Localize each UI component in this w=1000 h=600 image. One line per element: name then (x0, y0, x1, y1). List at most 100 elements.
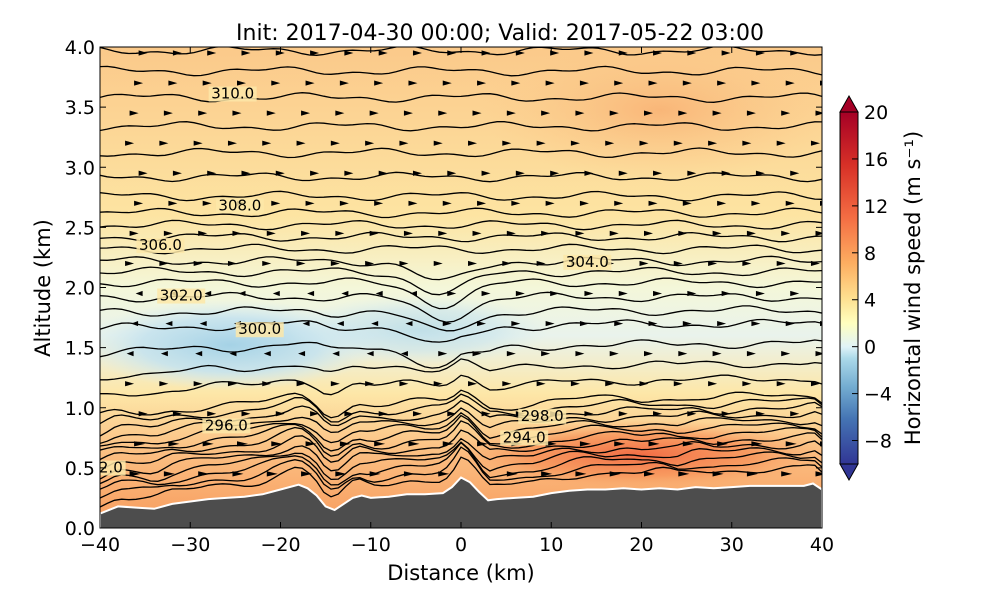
wind-vector (232, 110, 242, 116)
wind-vector (712, 110, 722, 116)
wind-vector (751, 441, 763, 447)
wind-vector (682, 441, 694, 447)
wind-vector (296, 381, 306, 387)
wind-vector (403, 230, 413, 236)
wind-vector (605, 140, 615, 146)
wind-vector (820, 80, 822, 86)
wind-vector (232, 230, 242, 236)
wind-vector (648, 320, 658, 327)
isentrope-line (100, 255, 822, 281)
wind-vector (776, 381, 786, 387)
wind-vector (332, 351, 340, 357)
wind-vector (746, 351, 756, 357)
x-axis-label: Distance (km) (387, 561, 535, 585)
contour-labels: 310.0 308.0 306.0 304.0 302.0 300.0 298.0 296.0… (100, 85, 612, 476)
wind-vector (678, 351, 688, 357)
isentrope-line (100, 420, 822, 461)
colorbar-gradient (840, 112, 858, 464)
wind-vector (195, 351, 203, 357)
wind-vector (790, 411, 800, 417)
wind-vector (785, 441, 797, 447)
isentrope-line (100, 291, 822, 323)
contour-label: 302.0 (160, 287, 203, 305)
wind-vector (198, 230, 208, 236)
wind-vector (481, 170, 491, 176)
wind-vector (481, 290, 491, 297)
wind-vector (438, 110, 448, 116)
isentrope-line (100, 207, 822, 219)
wind-vector (648, 80, 658, 86)
wind-vector (815, 110, 822, 116)
wind-vector (536, 140, 546, 146)
wind-vector (365, 260, 375, 267)
wind-vector (825, 411, 834, 416)
wind-vector (618, 170, 628, 176)
wind-vector (614, 320, 624, 327)
wind-vector (409, 290, 417, 297)
isentrope-line (100, 65, 822, 77)
wind-vector (408, 200, 418, 206)
wind-vector (307, 290, 315, 297)
wind-vector (712, 351, 722, 357)
contour-label-bg (518, 408, 567, 424)
wind-vector (403, 471, 415, 477)
colorbar: 20 16 12 8 4 0 −4 −8 Horizontal wind speed (m s… (839, 94, 925, 482)
wind-vector (810, 381, 820, 387)
wind-vector (550, 50, 560, 56)
y-tick-label: 2.5 (65, 217, 95, 239)
wind-vector (653, 411, 663, 417)
wind-vector (742, 140, 752, 146)
wind-vector (742, 381, 752, 387)
wind-vector (193, 260, 203, 267)
wind-vector (138, 411, 148, 417)
wind-vector (648, 441, 660, 447)
x-tick-label: 30 (720, 534, 744, 556)
wind-vector (378, 170, 388, 176)
colorbar-tick-label: 12 (864, 196, 888, 218)
wind-vector (335, 471, 347, 477)
wind-vector (785, 320, 795, 327)
wind-vector (202, 200, 212, 206)
wind-vector (468, 260, 478, 267)
wind-vector (238, 290, 246, 297)
wind-vector (781, 471, 793, 477)
wind-vector (168, 80, 178, 86)
wind-vector (330, 260, 340, 267)
isentrope-line (100, 358, 822, 381)
wind-vector (336, 320, 344, 327)
wind-vector (378, 411, 388, 417)
wind-vector (399, 260, 409, 267)
wind-vector (820, 320, 822, 327)
contour-label-bg (202, 418, 251, 434)
wind-vector (746, 110, 756, 116)
wind-vector (266, 110, 276, 116)
colorbar-tick-label: 8 (864, 243, 876, 265)
wind-vector (579, 200, 589, 206)
isentrope-line (100, 219, 822, 231)
wind-vector (159, 381, 169, 387)
colorbar-min-extend (839, 463, 859, 482)
wind-vector (138, 50, 148, 56)
wind-vector (717, 80, 727, 86)
wind-vector (163, 110, 173, 116)
wind-vector (609, 351, 619, 357)
isentrope-line (100, 277, 822, 310)
wind-vector (163, 471, 175, 477)
wind-vector (515, 290, 525, 297)
wind-vector (433, 260, 443, 267)
wind-vector (614, 80, 624, 86)
wind-vector (481, 50, 491, 56)
wind-vector (682, 200, 692, 206)
wind-vector (648, 200, 658, 206)
wind-vector (717, 441, 729, 447)
wind-vector (236, 80, 246, 86)
wind-vector (790, 50, 800, 56)
wind-vector (447, 411, 457, 417)
wind-vector (227, 260, 237, 267)
wind-vector (168, 200, 178, 206)
wind-vector (399, 381, 409, 387)
wind-vector (365, 140, 375, 146)
wind-vector (229, 351, 237, 357)
wind-vector (305, 80, 315, 86)
wind-vector (776, 260, 786, 267)
